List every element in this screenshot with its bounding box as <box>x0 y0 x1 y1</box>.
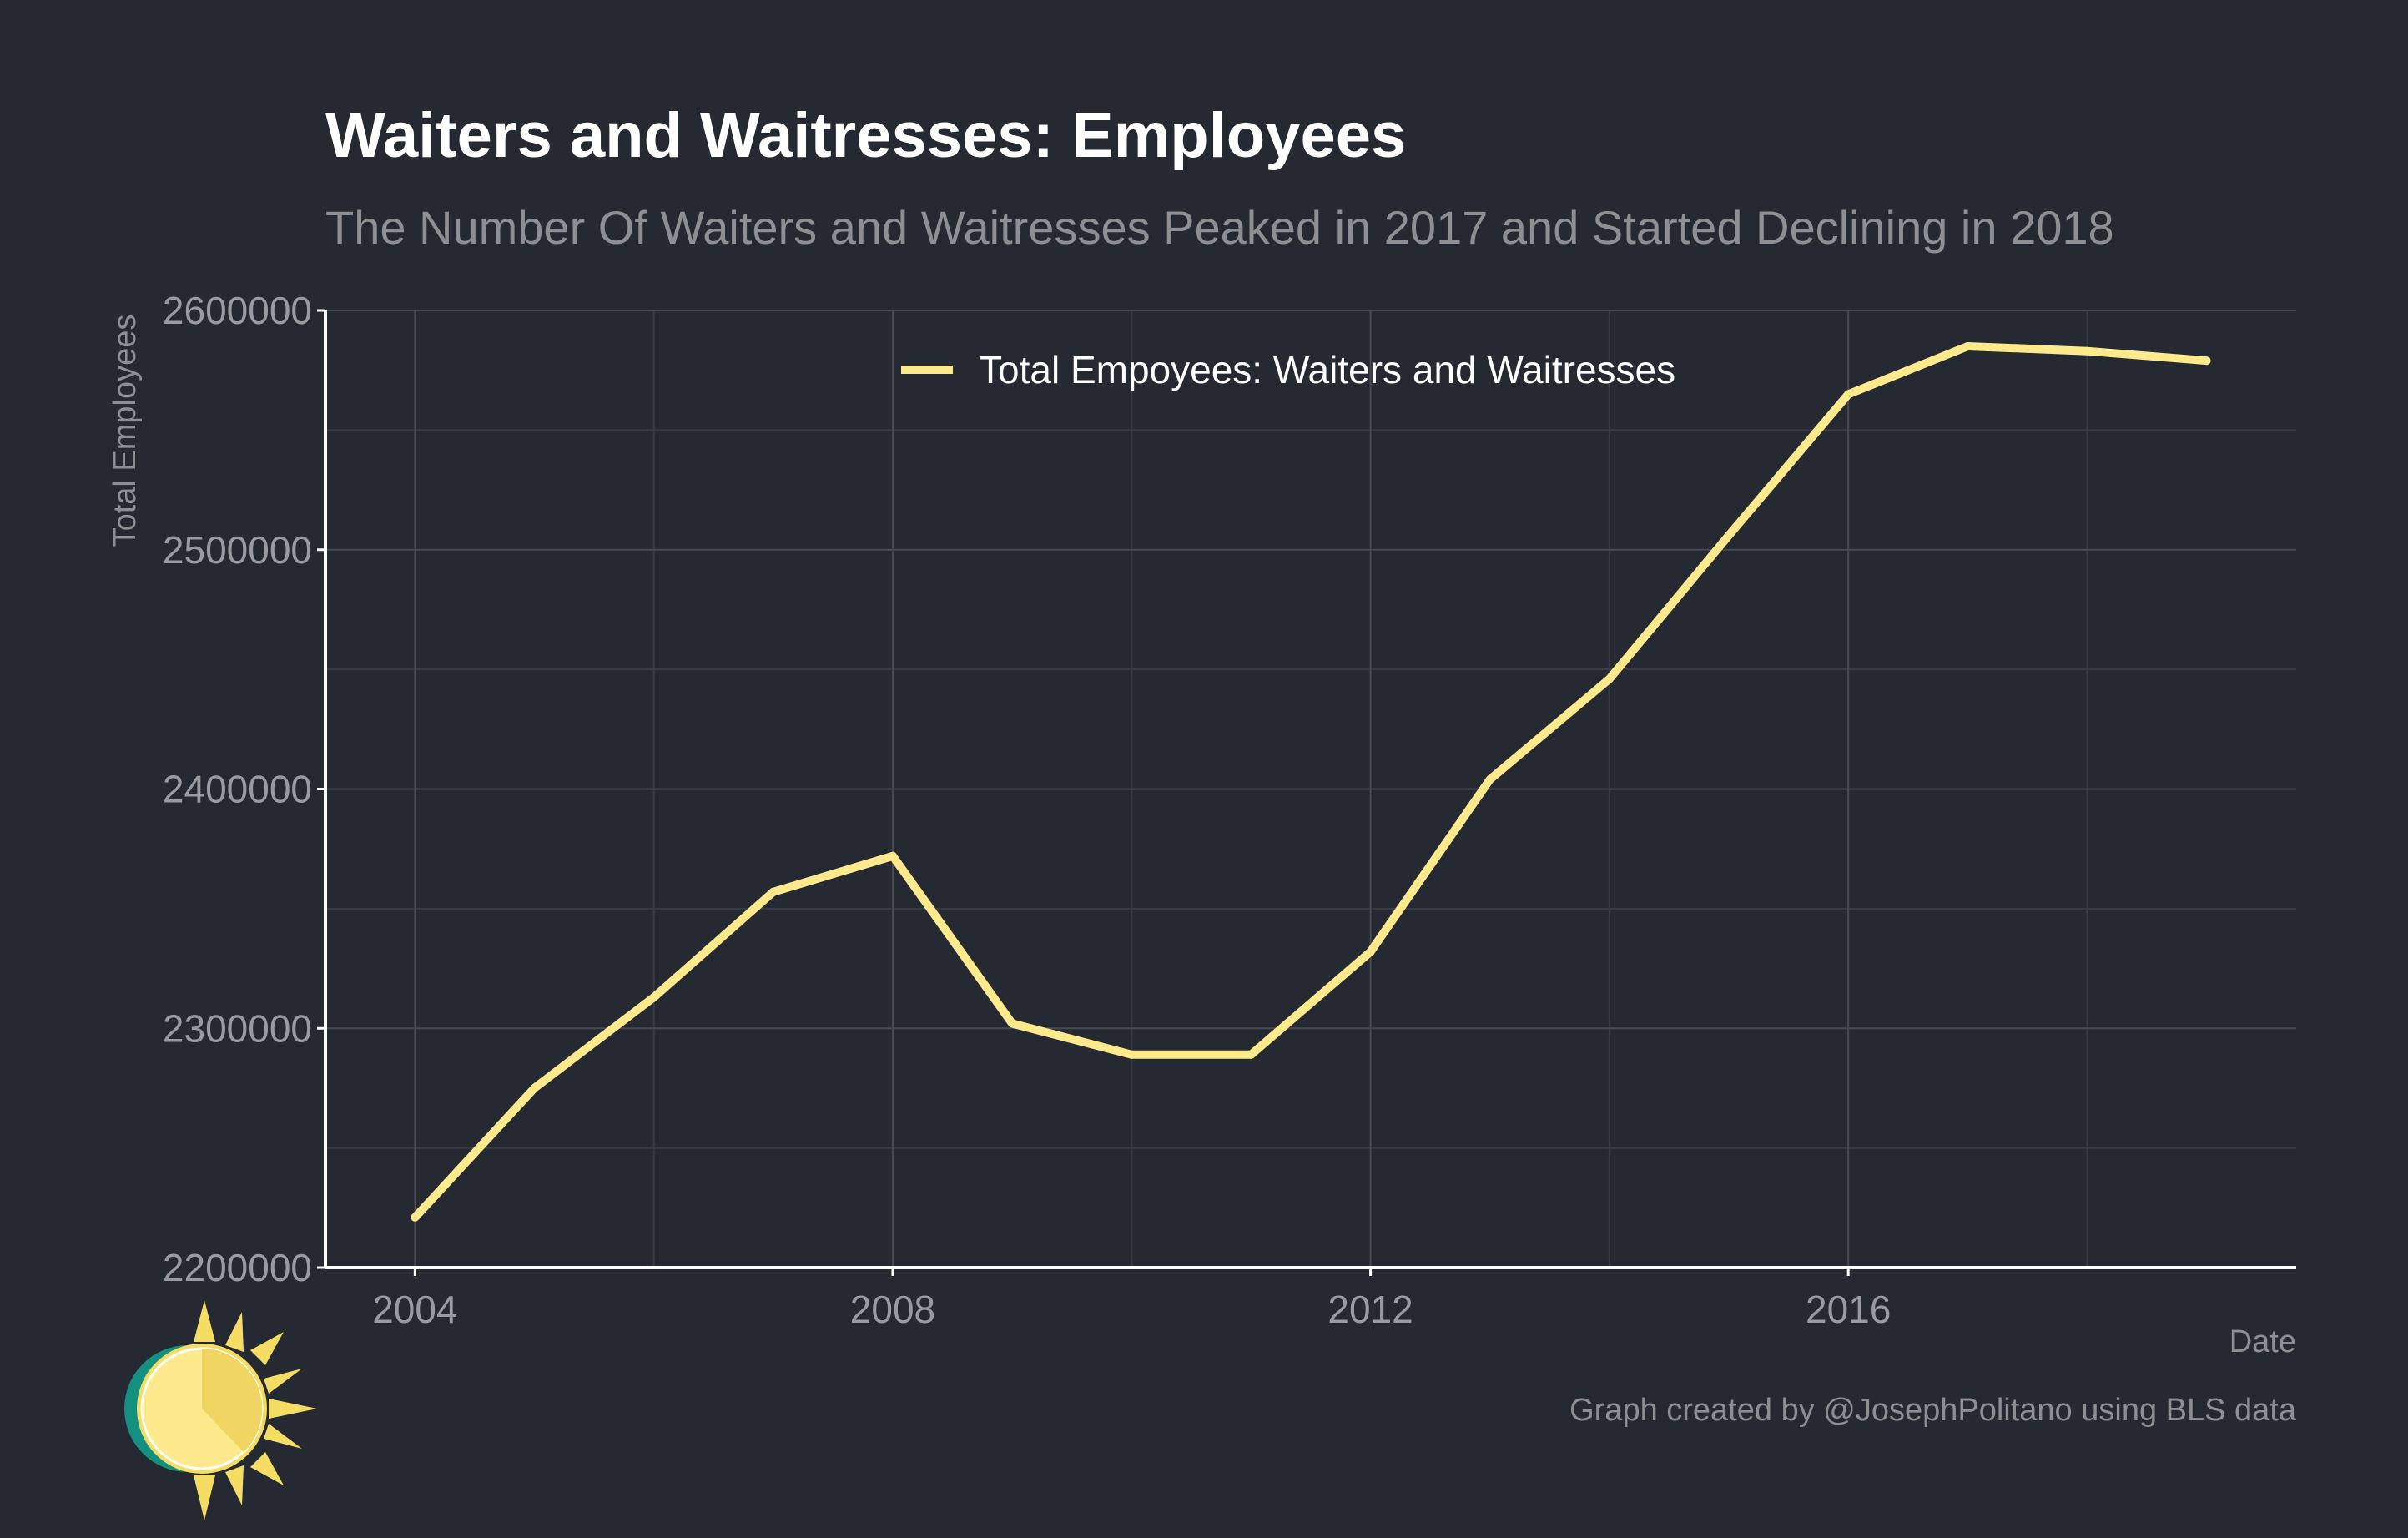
data-point-2012 <box>1366 947 1375 956</box>
sun-icon <box>124 1300 317 1520</box>
data-point-2005 <box>530 1083 539 1092</box>
y-axis-ticks: 2200000 2300000 2400000 2500000 2600000 <box>163 289 325 1289</box>
data-point-2013 <box>1485 775 1494 784</box>
y-tick-label: 2200000 <box>163 1246 312 1289</box>
data-point-2016 <box>1844 390 1853 399</box>
series-points <box>411 342 2211 1222</box>
legend: Total Empoyees: Waiters and Waitresses <box>901 348 1675 391</box>
grid <box>325 310 2296 1268</box>
chart-subtitle: The Number Of Waiters and Waitresses Pea… <box>325 201 2114 254</box>
data-point-2004 <box>411 1213 420 1222</box>
x-tick-label: 2012 <box>1327 1288 1413 1331</box>
data-point-2008 <box>888 851 897 860</box>
data-point-2014 <box>1604 674 1614 683</box>
y-tick-label: 2500000 <box>163 528 312 572</box>
data-point-2011 <box>1247 1050 1256 1059</box>
y-tick-label: 2400000 <box>163 768 312 811</box>
data-point-2018 <box>2083 346 2092 356</box>
caption: Graph created by @JosephPolitano using B… <box>1569 1393 2297 1428</box>
x-tick-label: 2016 <box>1806 1288 1891 1331</box>
y-tick-label: 2600000 <box>163 289 312 332</box>
data-point-2015 <box>1725 531 1734 540</box>
x-axis-title: Date <box>2229 1324 2296 1359</box>
data-point-2007 <box>768 887 778 896</box>
chart-title: Waiters and Waitresses: Employees <box>325 100 1406 171</box>
x-axis-ticks: 2004 2008 2012 2016 <box>372 1268 1891 1331</box>
series-line <box>411 342 2208 1221</box>
data-point-2006 <box>649 992 658 1001</box>
data-point-2009 <box>1008 1019 1017 1028</box>
legend-label: Total Empoyees: Waiters and Waitresses <box>979 348 1675 391</box>
x-tick-label: 2004 <box>372 1288 457 1331</box>
y-axis-title: Total Employees <box>108 315 143 547</box>
data-point-2017 <box>1963 342 1972 351</box>
data-point-2010 <box>1127 1050 1136 1059</box>
data-point-2019 <box>2202 356 2211 366</box>
x-tick-label: 2008 <box>850 1288 935 1331</box>
y-tick-label: 2300000 <box>163 1006 312 1050</box>
